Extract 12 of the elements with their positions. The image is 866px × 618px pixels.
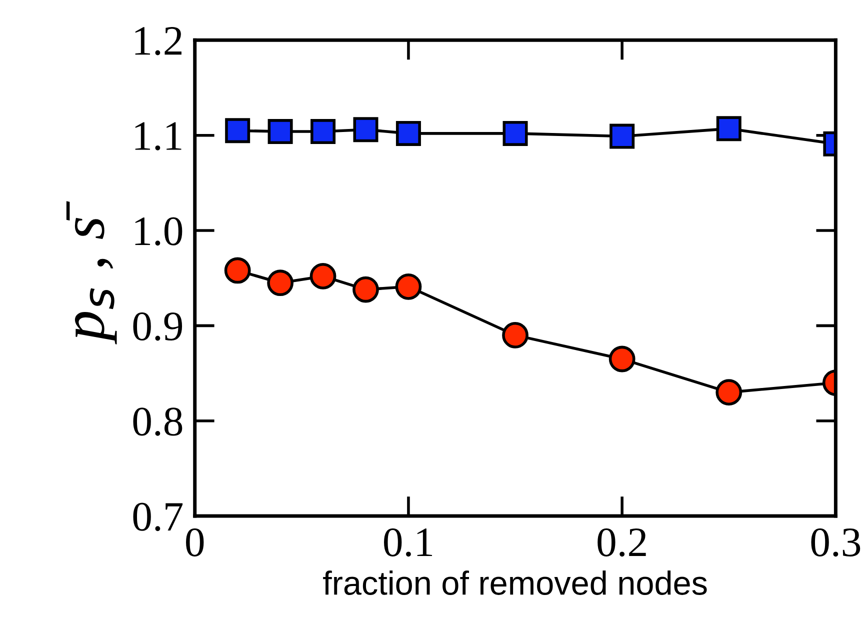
x-tick-label: 0.2 [598,528,646,557]
x-tick-label: 0 [186,528,204,556]
y-tick-label: 0.8 [133,408,182,436]
y-tick-label: 0.9 [133,312,182,341]
y-axis-title: p$_{s}$ , s̄ [66,201,117,344]
y-tick-label: 1.0 [135,217,182,246]
y-tick-label: 1.2 [135,27,182,56]
y-tick-label: 1.1 [135,122,182,150]
x-tick-label: 0.1 [384,528,432,557]
x-tick-label: 0.3 [811,528,860,557]
x-axis-title: fraction of removed nodes [323,570,707,595]
y-tick-label: 0.7 [133,502,183,532]
